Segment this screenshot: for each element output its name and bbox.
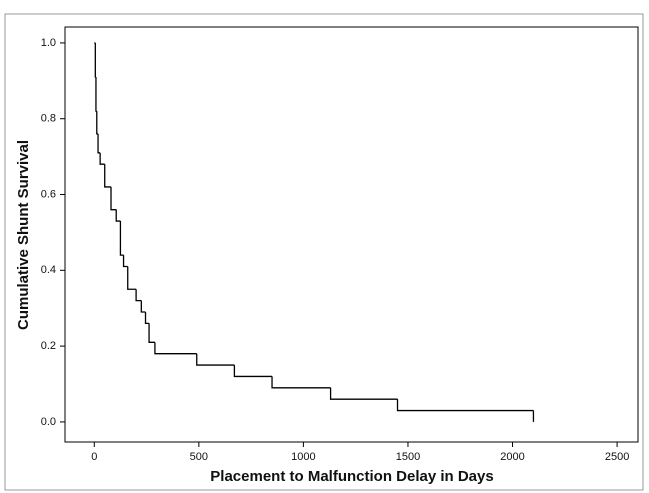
survival-step xyxy=(119,221,124,256)
survival-step xyxy=(233,365,273,378)
x-tick-label: 1500 xyxy=(396,451,420,463)
plot-frame xyxy=(64,26,639,443)
y-tick-label: 0.2 xyxy=(41,340,56,352)
y-tick-label: 0.6 xyxy=(41,188,56,200)
survival-step xyxy=(396,399,534,412)
outer-frame xyxy=(4,13,644,491)
survival-step xyxy=(110,186,117,211)
y-axis-title: Cumulative Shunt Survival xyxy=(15,140,32,330)
survival-step xyxy=(104,164,112,188)
survival-step xyxy=(99,152,105,165)
survival-step xyxy=(135,289,142,302)
survival-step xyxy=(122,255,128,268)
x-tick-label: 500 xyxy=(190,451,208,463)
y-tick-label: 0.8 xyxy=(41,113,56,125)
y-tick-label: 0.4 xyxy=(41,264,56,276)
survival-step xyxy=(94,42,96,78)
survival-step xyxy=(271,376,331,389)
survival-step xyxy=(144,312,150,325)
survival-step xyxy=(329,387,398,400)
y-tick-label: 1.0 xyxy=(41,37,56,49)
survival-step xyxy=(154,342,197,355)
survival-step xyxy=(97,133,101,154)
y-tick-label: 0.0 xyxy=(41,416,56,428)
survival-step xyxy=(148,323,155,343)
survival-step xyxy=(140,300,146,313)
survival-step xyxy=(196,353,235,366)
x-tick-label: 1000 xyxy=(291,451,315,463)
x-axis-title: Placement to Malfunction Delay in Days xyxy=(210,468,493,485)
x-tick-label: 2000 xyxy=(500,451,524,463)
x-tick-label: 2500 xyxy=(605,451,629,463)
survival-step xyxy=(115,209,121,222)
survival-step xyxy=(127,266,137,290)
x-tick-label: 0 xyxy=(91,451,97,463)
